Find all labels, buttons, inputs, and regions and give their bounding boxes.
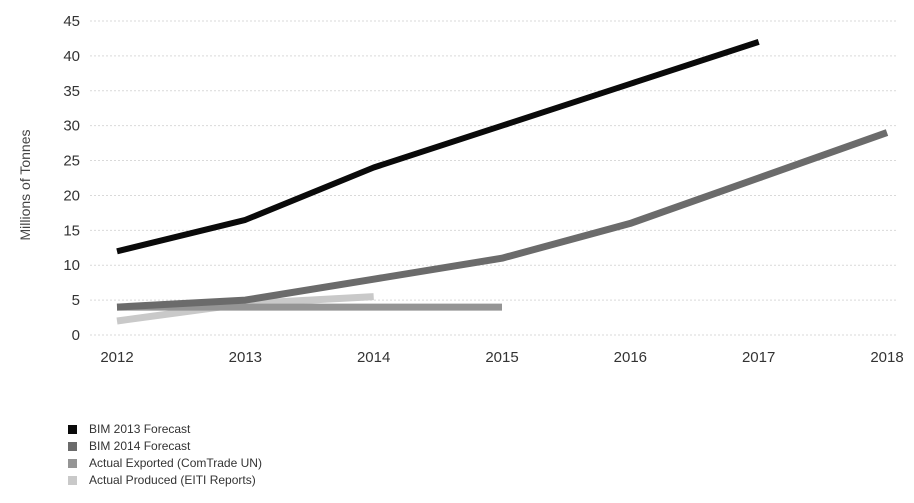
y-tick-label: 40 (63, 48, 80, 65)
legend-item: BIM 2013 Forecast (68, 421, 262, 437)
gridlines (90, 21, 897, 335)
x-tick-label: 2017 (742, 349, 775, 366)
series-line-2 (117, 133, 887, 308)
x-tick-label: 2012 (100, 349, 133, 366)
legend-swatch (68, 459, 77, 468)
y-tick-label: 15 (63, 222, 80, 239)
y-tick-label: 30 (63, 118, 80, 135)
legend-label: Actual Produced (EITI Reports) (89, 473, 256, 487)
x-tick-label: 2014 (357, 349, 390, 366)
series-lines (117, 42, 887, 321)
legend-item: BIM 2014 Forecast (68, 438, 262, 454)
y-tick-label: 45 (63, 13, 80, 30)
legend-label: BIM 2013 Forecast (89, 422, 190, 436)
y-tick-label: 10 (63, 257, 80, 274)
x-tick-label: 2018 (870, 349, 903, 366)
y-tick-label: 0 (72, 327, 80, 344)
x-tick-label: 2015 (485, 349, 518, 366)
legend: BIM 2013 Forecast BIM 2014 Forecast Actual… (68, 421, 262, 489)
legend-swatch (68, 476, 77, 485)
series-line-1 (117, 42, 759, 251)
y-axis-ticks: 0 5 10 15 20 25 30 35 40 45 (63, 13, 80, 344)
y-axis-title: Millions of Tonnes (17, 129, 33, 240)
legend-swatch (68, 442, 77, 451)
x-tick-label: 2016 (614, 349, 647, 366)
legend-item: Actual Produced (EITI Reports) (68, 472, 262, 488)
legend-swatch (68, 425, 77, 434)
y-tick-label: 25 (63, 153, 80, 170)
y-tick-label: 20 (63, 187, 80, 204)
legend-label: BIM 2014 Forecast (89, 439, 190, 453)
legend-label: Actual Exported (ComTrade UN) (89, 456, 262, 470)
y-tick-label: 5 (72, 292, 80, 309)
x-tick-label: 2013 (229, 349, 262, 366)
legend-item: Actual Exported (ComTrade UN) (68, 455, 262, 471)
x-axis-ticks: 2012 2013 2014 2015 2016 2017 2018 (100, 349, 903, 366)
y-tick-label: 35 (63, 83, 80, 100)
